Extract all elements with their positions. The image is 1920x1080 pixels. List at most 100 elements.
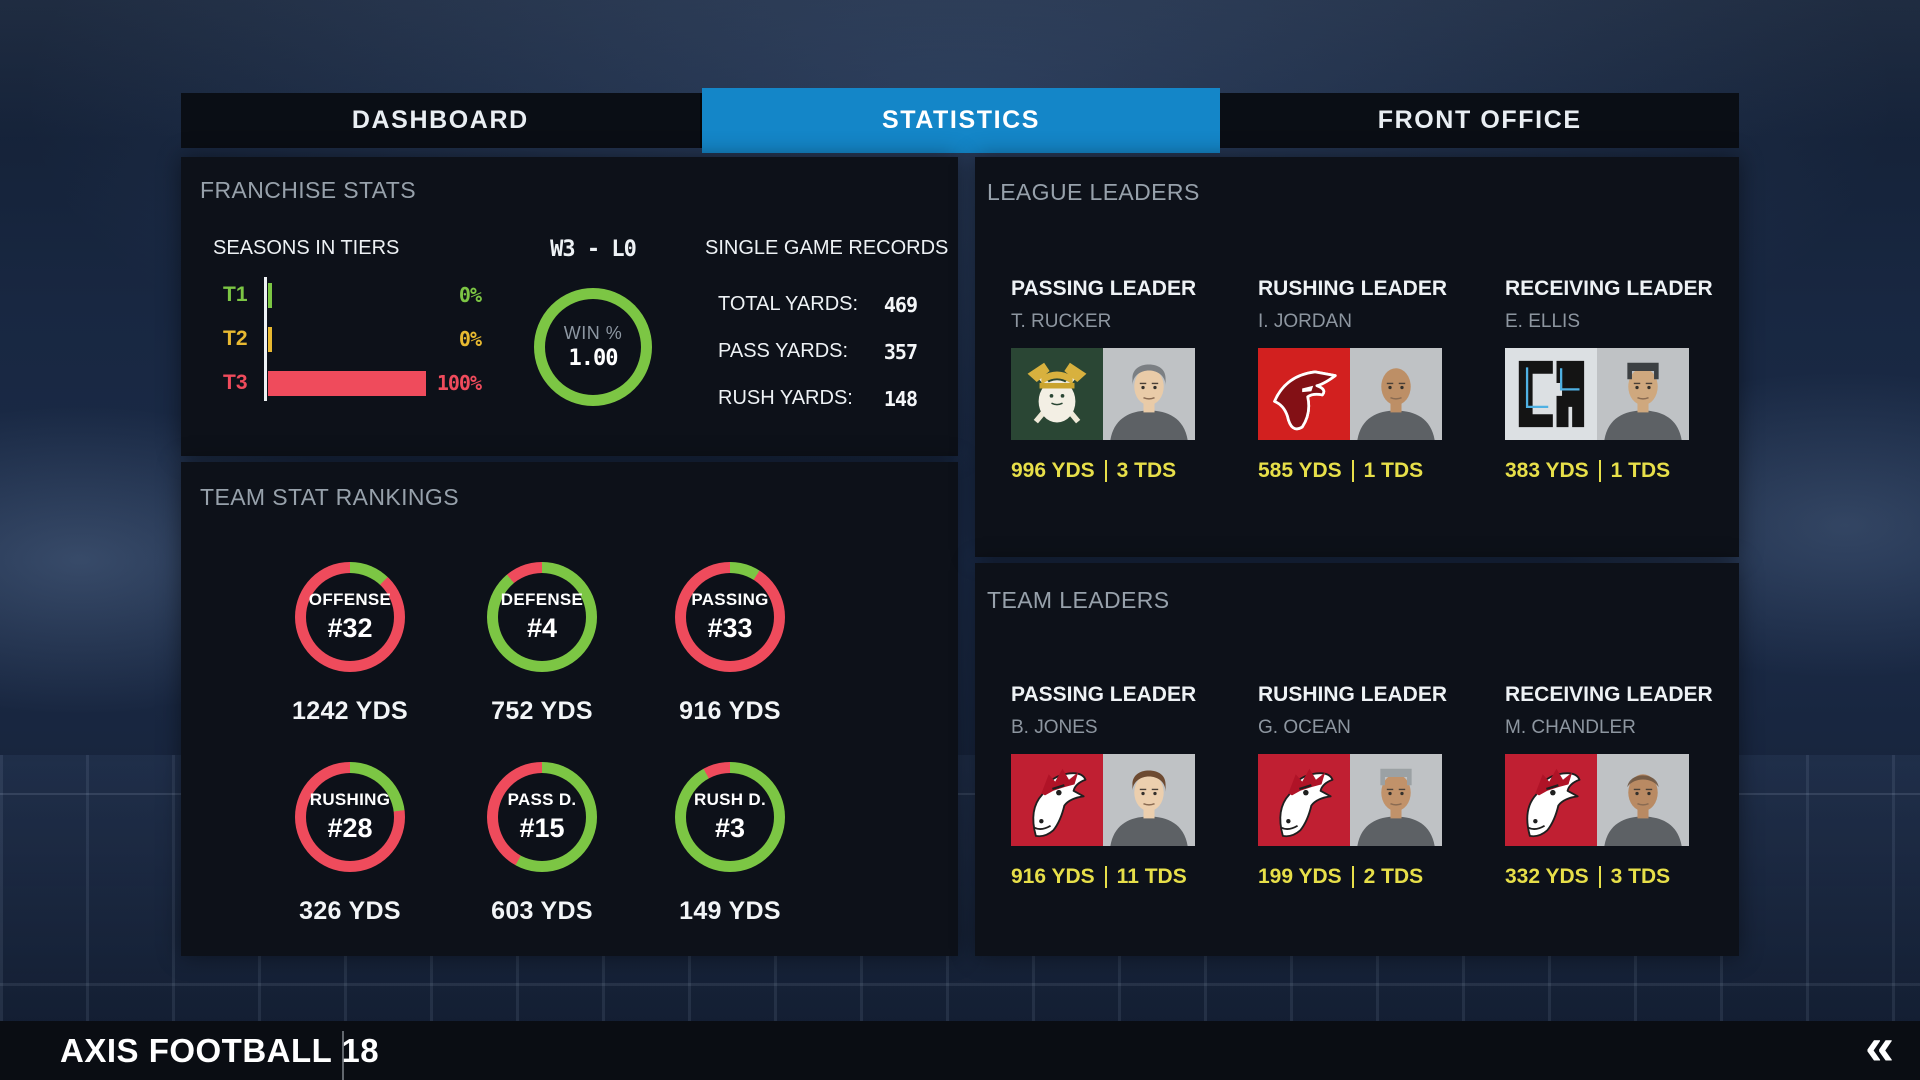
- leader-yards: 383 YDS: [1505, 459, 1589, 482]
- stat-yards: 326 YDS: [299, 897, 401, 925]
- stat-category-label: DEFENSE: [500, 590, 584, 609]
- tab-dashboard[interactable]: DASHBOARD: [181, 93, 702, 148]
- leader-touchdowns: 3 TDS: [1610, 865, 1671, 888]
- records-heading: SINGLE GAME RECORDS: [705, 237, 949, 259]
- leader-images: [1505, 754, 1695, 846]
- stats-divider: [1351, 460, 1354, 482]
- tier-bar: [268, 326, 272, 352]
- leader-stats: 199 YDS 2 TDS: [1258, 865, 1448, 889]
- donut-center: OFFENSE #32: [295, 562, 405, 672]
- stat-yards: 752 YDS: [491, 697, 593, 725]
- leader-role: RECEIVING LEADER: [1505, 277, 1713, 300]
- donut-ring: PASS D. #15: [487, 762, 597, 872]
- record-row: TOTAL YARDS: 469: [705, 293, 918, 317]
- leader-card: PASSING LEADER B. JONES 916 YDS 11 TDS: [1011, 683, 1201, 889]
- win-percent-value: 1.00: [568, 346, 619, 371]
- tier-label: T1: [223, 283, 248, 306]
- stat-category-label: RUSHING: [309, 790, 391, 809]
- stat-rank: #33: [707, 613, 753, 643]
- league-leader-cards: PASSING LEADER T. RUCKER 996 YDS 3 TDS R…: [1011, 277, 1713, 483]
- leader-role: RUSHING LEADER: [1258, 277, 1448, 300]
- stat-category-label: RUSH D.: [694, 790, 766, 809]
- donut-ring: PASSING #33: [675, 562, 785, 672]
- leader-images: [1258, 348, 1448, 440]
- stats-divider: [1598, 460, 1601, 482]
- stat-ranking-donut: PASS D. #15 603 YDS: [447, 762, 637, 926]
- tier-row: T2 0%: [223, 317, 482, 361]
- tier-percent: 0%: [458, 283, 482, 307]
- leader-role: PASSING LEADER: [1011, 277, 1197, 300]
- lumberjacks-logo: [1011, 348, 1103, 440]
- donut-ring: RUSHING #28: [295, 762, 405, 872]
- tier-bar-track: [268, 282, 428, 308]
- stat-rank: #15: [519, 813, 565, 843]
- donut-center: PASSING #33: [675, 562, 785, 672]
- leader-name: E. ELLIS: [1505, 311, 1580, 332]
- record-label: PASS YARDS:: [718, 340, 849, 362]
- leader-touchdowns: 11 TDS: [1116, 865, 1187, 888]
- leader-images: [1011, 348, 1201, 440]
- tier-bar: [268, 370, 426, 396]
- leader-images: [1505, 348, 1695, 440]
- tier-bar-track: [268, 326, 428, 352]
- leader-name: I. JORDAN: [1258, 311, 1352, 332]
- bandits-logo: [1258, 348, 1350, 440]
- leader-name: M. CHANDLER: [1505, 717, 1636, 738]
- leader-touchdowns: 1 TDS: [1610, 459, 1671, 482]
- stat-ranking-donut: PASSING #33 916 YDS: [635, 562, 825, 726]
- stat-ranking-donut: RUSH D. #3 149 YDS: [635, 762, 825, 926]
- tier-percent: 0%: [458, 327, 482, 351]
- player-portrait: [1597, 754, 1689, 846]
- leader-touchdowns: 2 TDS: [1363, 865, 1424, 888]
- stat-category-label: PASS D.: [507, 790, 577, 809]
- player-portrait: [1103, 348, 1195, 440]
- panel-title: LEAGUE LEADERS: [987, 179, 1200, 205]
- player-portrait: [1103, 754, 1195, 846]
- stat-yards: 916 YDS: [679, 697, 781, 725]
- stat-rank: #4: [526, 613, 558, 643]
- footer-bar: AXIS FOOTBALL 18 «: [0, 1021, 1920, 1080]
- horses-logo: [1258, 754, 1350, 846]
- stat-rank: #28: [327, 813, 373, 843]
- leader-yards: 996 YDS: [1011, 459, 1095, 482]
- leader-name: T. RUCKER: [1011, 311, 1112, 332]
- stat-rank: #3: [714, 813, 746, 843]
- seasons-in-tiers-heading: SEASONS IN TIERS: [213, 237, 400, 259]
- donut-center: RUSH D. #3: [675, 762, 785, 872]
- leader-card: RUSHING LEADER G. OCEAN 199 YDS 2 TDS: [1258, 683, 1448, 889]
- leader-card: PASSING LEADER T. RUCKER 996 YDS 3 TDS: [1011, 277, 1201, 483]
- tier-row: T3 100%: [223, 361, 482, 405]
- leader-stats: 383 YDS 1 TDS: [1505, 459, 1695, 483]
- stat-yards: 1242 YDS: [292, 697, 408, 725]
- leader-yards: 585 YDS: [1258, 459, 1342, 482]
- team-leader-cards: PASSING LEADER B. JONES 916 YDS 11 TDS R…: [1011, 683, 1713, 889]
- stat-ranking-donut: RUSHING #28 326 YDS: [255, 762, 445, 926]
- tab-front-office[interactable]: FRONT OFFICE: [1220, 93, 1740, 148]
- record-value: 148: [883, 387, 918, 411]
- win-loss-record: W3 - L0: [550, 237, 637, 262]
- tier-label: T3: [223, 371, 248, 394]
- leader-yards: 199 YDS: [1258, 865, 1342, 888]
- leader-role: RECEIVING LEADER: [1505, 683, 1713, 706]
- leader-yards: 332 YDS: [1505, 865, 1589, 888]
- franchise-stats-panel: FRANCHISE STATS SEASONS IN TIERS T1 0% T…: [181, 157, 958, 456]
- team-leaders-panel: TEAM LEADERS PASSING LEADER B. JONES 916…: [975, 563, 1739, 956]
- leader-stats: 916 YDS 11 TDS: [1011, 865, 1201, 889]
- leader-yards: 916 YDS: [1011, 865, 1095, 888]
- stat-yards: 149 YDS: [679, 897, 781, 925]
- tab-label: DASHBOARD: [351, 106, 529, 134]
- stats-divider: [1351, 866, 1354, 888]
- tab-statistics[interactable]: STATISTICS: [701, 88, 1221, 153]
- win-percent-label: WIN %: [563, 323, 623, 343]
- record-value: 469: [883, 293, 918, 317]
- collapse-chevrons-icon[interactable]: «: [1865, 1017, 1894, 1076]
- seasons-in-tiers-chart: T1 0% T2 0% T3 100%: [223, 273, 482, 405]
- stat-category-label: PASSING: [691, 590, 769, 609]
- record-label: TOTAL YARDS:: [718, 293, 859, 315]
- stat-category-label: OFFENSE: [308, 590, 392, 609]
- record-label: RUSH YARDS:: [718, 387, 853, 409]
- leader-stats: 332 YDS 3 TDS: [1505, 865, 1695, 889]
- donut-ring: OFFENSE #32: [295, 562, 405, 672]
- win-percentage-ring: WIN % 1.00: [534, 288, 652, 406]
